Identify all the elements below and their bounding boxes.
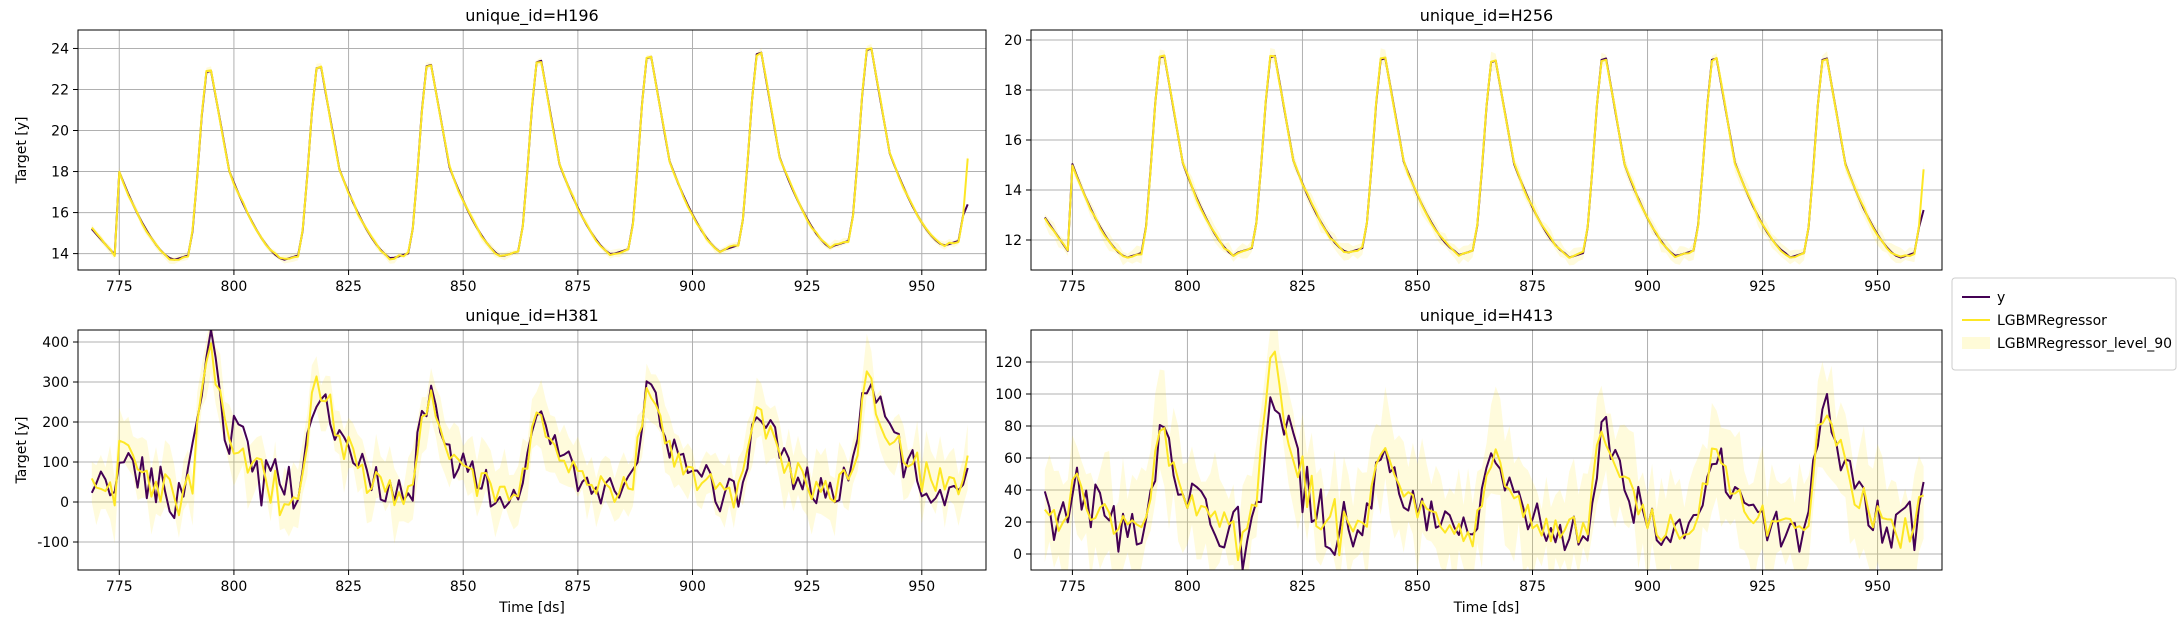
series-y-line bbox=[91, 47, 969, 261]
x-tick-label: 775 bbox=[1059, 279, 1086, 295]
y-tick-label: -100 bbox=[37, 535, 69, 551]
series-y-line bbox=[1043, 393, 1925, 570]
y-axis-label: Target [y] bbox=[14, 117, 30, 185]
y-tick-label: 0 bbox=[60, 495, 69, 511]
x-tick-label: 875 bbox=[564, 279, 591, 295]
series-lgbm-line bbox=[91, 47, 969, 261]
subplot-title: unique_id=H381 bbox=[465, 306, 598, 326]
x-tick-label: 775 bbox=[106, 279, 133, 295]
x-tick-label: 775 bbox=[1059, 579, 1086, 595]
axes-frame bbox=[1030, 29, 1943, 271]
y-tick-label: 300 bbox=[42, 375, 69, 391]
legend: y LGBMRegressor LGBMRegressor_level_90 bbox=[1951, 277, 2177, 371]
x-tick-label: 950 bbox=[1864, 579, 1891, 595]
x-tick-label: 925 bbox=[1749, 279, 1776, 295]
x-tick-label: 900 bbox=[1634, 279, 1661, 295]
subplot-title: unique_id=H256 bbox=[1420, 6, 1553, 26]
subplot-title: unique_id=H196 bbox=[465, 6, 598, 26]
x-tick-label: 775 bbox=[106, 579, 133, 595]
subplot-3: 775 800 825 850 875 900 925 950 -100 0 100 200 300 40… bbox=[14, 306, 987, 616]
subplot-4: 775 800 825 850 875 900 925 950 0 20 40 60 80 100 120 u… bbox=[995, 306, 1943, 616]
x-tick-label: 850 bbox=[1404, 279, 1431, 295]
x-tick-label: 800 bbox=[221, 579, 248, 595]
x-tick-label: 850 bbox=[450, 279, 477, 295]
legend-label-level90: LGBMRegressor_level_90 bbox=[1997, 336, 2172, 352]
x-tick-label: 925 bbox=[794, 579, 821, 595]
x-tick-label: 925 bbox=[794, 279, 821, 295]
subplot-title: unique_id=H413 bbox=[1420, 306, 1553, 326]
x-axis-label: Time [ds] bbox=[1453, 600, 1520, 616]
series-level-90-band bbox=[91, 330, 968, 544]
y-axis-label: Target [y] bbox=[14, 417, 30, 485]
x-tick-label: 900 bbox=[679, 279, 706, 295]
legend-frame bbox=[1951, 277, 2177, 371]
y-tick-label: 18 bbox=[1004, 83, 1022, 99]
y-tick-label: 20 bbox=[1004, 33, 1022, 49]
x-tick-label: 900 bbox=[1634, 579, 1661, 595]
y-tick-label: 20 bbox=[1004, 515, 1022, 531]
x-tick-label: 950 bbox=[1864, 279, 1891, 295]
y-tick-label: 20 bbox=[51, 124, 69, 140]
y-tick-label: 40 bbox=[1004, 483, 1022, 499]
y-tick-label: 120 bbox=[995, 355, 1022, 371]
series-y-line bbox=[1043, 54, 1925, 259]
x-tick-label: 825 bbox=[1289, 579, 1316, 595]
series-lgbm-line bbox=[1043, 54, 1925, 259]
y-tick-label: 200 bbox=[42, 415, 69, 431]
legend-label-lgbm: LGBMRegressor bbox=[1997, 313, 2107, 329]
axes-frame bbox=[77, 329, 987, 571]
y-tick-label: 100 bbox=[42, 455, 69, 471]
x-tick-label: 800 bbox=[221, 279, 248, 295]
series-level-90-band bbox=[91, 43, 968, 265]
series-level-90-band bbox=[1044, 48, 1924, 266]
y-tick-label: 80 bbox=[1004, 419, 1022, 435]
x-tick-label: 875 bbox=[1519, 579, 1546, 595]
y-tick-label: 12 bbox=[1004, 233, 1022, 249]
x-tick-label: 825 bbox=[335, 279, 362, 295]
x-tick-label: 875 bbox=[564, 579, 591, 595]
axes-frame bbox=[77, 29, 987, 271]
x-tick-label: 850 bbox=[1404, 579, 1431, 595]
y-tick-label: 60 bbox=[1004, 451, 1022, 467]
y-tick-label: 100 bbox=[995, 387, 1022, 403]
x-tick-label: 825 bbox=[1289, 279, 1316, 295]
legend-swatch-level90 bbox=[1962, 337, 1990, 349]
legend-label-y: y bbox=[1997, 290, 2005, 306]
subplot-2: 775 800 825 850 875 900 925 950 12 14 16 18 20 unique… bbox=[1004, 6, 1943, 295]
series-level-90-band bbox=[1044, 330, 1924, 570]
y-tick-label: 16 bbox=[1004, 133, 1022, 149]
x-tick-label: 875 bbox=[1519, 279, 1546, 295]
y-tick-label: 14 bbox=[51, 247, 69, 263]
series-lgbm-line bbox=[90, 342, 969, 517]
subplots: 775 800 825 850 875 900 925 950141618202224uniq… bbox=[14, 6, 1943, 616]
y-tick-label: 18 bbox=[51, 165, 69, 181]
x-tick-label: 950 bbox=[908, 579, 935, 595]
subplot-1: 775 800 825 850 875 900 925 950 14 16 18 20 22 24 uniq… bbox=[14, 6, 987, 295]
x-tick-label: 950 bbox=[908, 279, 935, 295]
y-tick-label: 400 bbox=[42, 335, 69, 351]
y-tick-label: 16 bbox=[51, 206, 69, 222]
y-tick-label: 14 bbox=[1004, 183, 1022, 199]
x-tick-label: 900 bbox=[679, 579, 706, 595]
x-tick-label: 925 bbox=[1749, 579, 1776, 595]
x-tick-label: 850 bbox=[450, 579, 477, 595]
x-axis-label: Time [ds] bbox=[498, 600, 565, 616]
x-tick-label: 800 bbox=[1174, 279, 1201, 295]
x-tick-label: 800 bbox=[1174, 579, 1201, 595]
x-tick-label: 825 bbox=[335, 579, 362, 595]
axes-frame bbox=[1030, 329, 1943, 571]
y-tick-label: 24 bbox=[51, 41, 69, 57]
y-tick-label: 0 bbox=[1013, 547, 1022, 563]
y-tick-label: 22 bbox=[51, 82, 69, 98]
series-lgbm-line bbox=[1044, 350, 1924, 562]
